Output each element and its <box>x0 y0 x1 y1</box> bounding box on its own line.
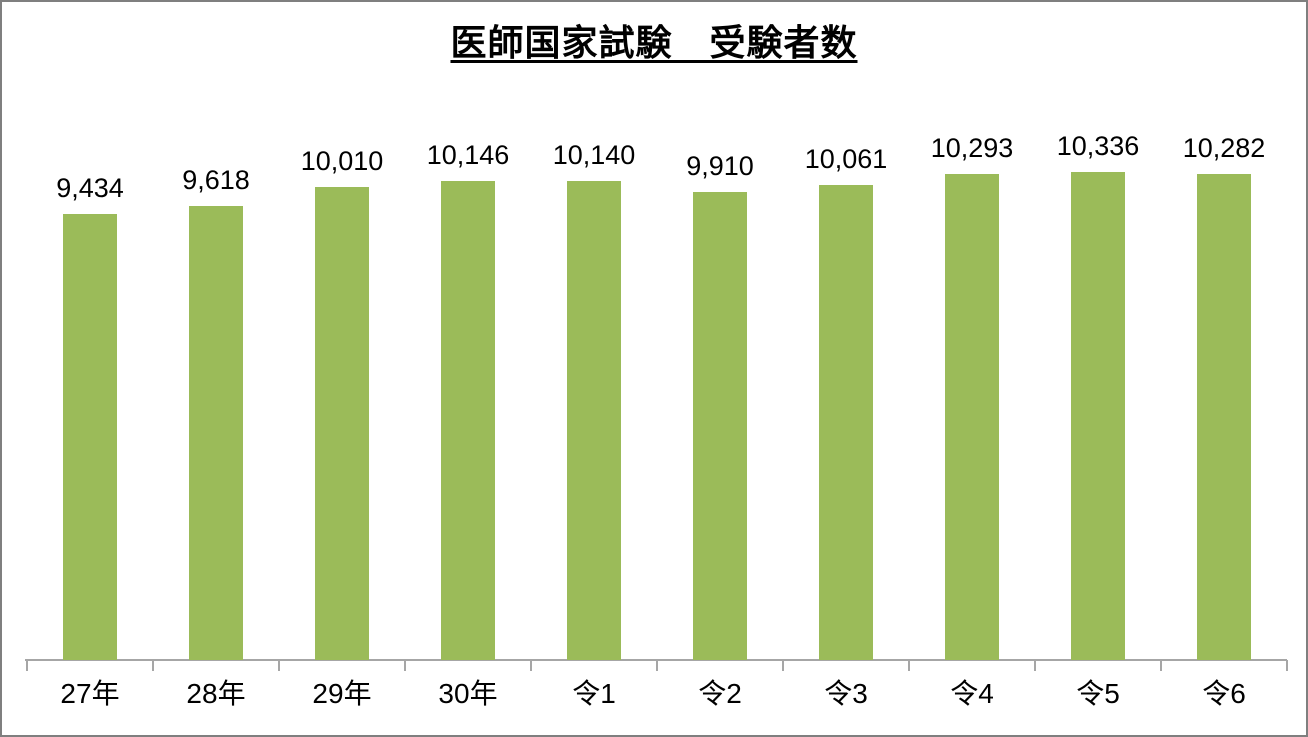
axis-tick <box>278 660 280 671</box>
bar-value-label: 10,282 <box>1182 133 1266 163</box>
bar-value-label: 10,146 <box>426 140 510 170</box>
bar-value-label: 10,010 <box>300 146 384 176</box>
x-axis-label: 令2 <box>698 678 742 709</box>
x-axis-label: 令6 <box>1202 678 1246 709</box>
bar <box>945 174 999 660</box>
bar <box>1071 172 1125 660</box>
bar <box>189 206 243 660</box>
axis-tick <box>908 660 910 671</box>
bar-value-label: 9,910 <box>686 151 754 181</box>
bar-value-label: 10,293 <box>930 133 1014 163</box>
bar-value-label: 10,336 <box>1056 131 1140 161</box>
bar <box>567 181 621 660</box>
x-axis-label: 令3 <box>824 678 868 709</box>
bar-value-label: 9,618 <box>182 165 250 195</box>
bar <box>1197 174 1251 660</box>
axis-tick <box>656 660 658 671</box>
bar <box>315 187 369 660</box>
axis-tick <box>152 660 154 671</box>
x-axis-label: 29年 <box>312 678 372 709</box>
x-axis-label: 28年 <box>186 678 246 709</box>
x-axis-label: 令1 <box>572 678 616 709</box>
axis-tick <box>1160 660 1162 671</box>
chart-title: 医師国家試験 受験者数 <box>450 22 858 63</box>
bar-value-label: 10,140 <box>552 140 636 170</box>
x-axis-label: 27年 <box>60 678 120 709</box>
bar <box>63 214 117 660</box>
bar-value-label: 9,434 <box>56 173 124 203</box>
bar <box>441 181 495 660</box>
bar <box>693 192 747 660</box>
x-axis-label: 令4 <box>950 678 994 709</box>
x-axis-label: 令5 <box>1076 678 1120 709</box>
bar-value-label: 10,061 <box>804 144 888 174</box>
x-axis-label: 30年 <box>438 678 498 709</box>
axis-tick <box>26 660 28 671</box>
axis-tick <box>1286 660 1288 671</box>
bar <box>819 185 873 660</box>
axis-tick <box>404 660 406 671</box>
axis-tick <box>782 660 784 671</box>
axis-tick <box>1034 660 1036 671</box>
axis-tick <box>530 660 532 671</box>
